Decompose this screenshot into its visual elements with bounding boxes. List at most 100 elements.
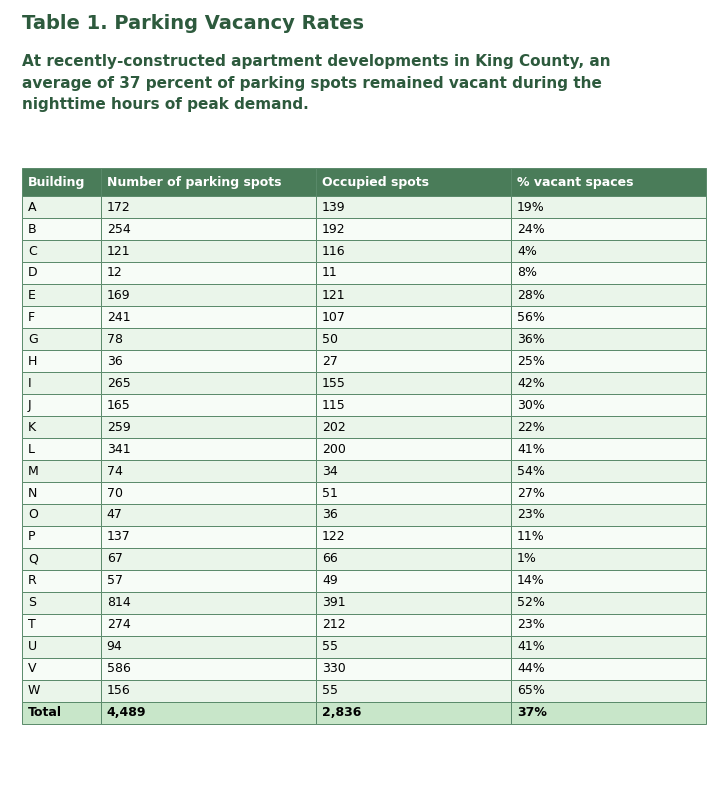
Text: 49: 49 bbox=[322, 574, 338, 588]
Bar bbox=[316, 350, 511, 372]
Bar bbox=[316, 328, 511, 350]
Bar bbox=[316, 658, 511, 680]
Bar bbox=[316, 306, 511, 328]
Bar bbox=[100, 240, 316, 262]
Bar bbox=[316, 614, 511, 636]
Text: 586: 586 bbox=[107, 663, 130, 675]
Text: 23%: 23% bbox=[517, 619, 545, 631]
Text: I: I bbox=[28, 377, 31, 389]
Bar bbox=[100, 614, 316, 636]
Bar bbox=[100, 592, 316, 614]
Text: 41%: 41% bbox=[517, 641, 545, 653]
Text: 121: 121 bbox=[322, 288, 346, 302]
Bar bbox=[316, 570, 511, 592]
Text: G: G bbox=[28, 333, 38, 345]
Text: 27%: 27% bbox=[517, 486, 545, 500]
Bar bbox=[316, 240, 511, 262]
Bar bbox=[511, 416, 706, 438]
Bar bbox=[511, 372, 706, 394]
Text: 27: 27 bbox=[322, 355, 338, 367]
Bar bbox=[22, 680, 100, 702]
Bar bbox=[22, 328, 100, 350]
Text: 28%: 28% bbox=[517, 288, 545, 302]
Bar bbox=[511, 680, 706, 702]
Text: 67: 67 bbox=[107, 552, 122, 566]
Text: 55: 55 bbox=[322, 641, 338, 653]
Bar bbox=[100, 658, 316, 680]
Text: 259: 259 bbox=[107, 421, 130, 433]
Bar bbox=[100, 284, 316, 306]
Text: Occupied spots: Occupied spots bbox=[322, 176, 429, 188]
Bar bbox=[22, 438, 100, 460]
Bar bbox=[22, 240, 100, 262]
Bar bbox=[316, 394, 511, 416]
Bar bbox=[511, 504, 706, 526]
Text: 66: 66 bbox=[322, 552, 338, 566]
Text: 122: 122 bbox=[322, 530, 346, 544]
Text: P: P bbox=[28, 530, 36, 544]
Text: 41%: 41% bbox=[517, 443, 545, 455]
Bar bbox=[22, 526, 100, 548]
Text: 44%: 44% bbox=[517, 663, 545, 675]
Bar bbox=[316, 636, 511, 658]
Bar bbox=[511, 350, 706, 372]
Bar bbox=[511, 394, 706, 416]
Text: D: D bbox=[28, 266, 38, 280]
Text: 37%: 37% bbox=[517, 707, 547, 719]
Text: 74: 74 bbox=[107, 464, 122, 478]
Text: W: W bbox=[28, 685, 40, 697]
Text: U: U bbox=[28, 641, 37, 653]
Bar bbox=[100, 306, 316, 328]
Bar bbox=[100, 262, 316, 284]
Text: O: O bbox=[28, 508, 38, 522]
Bar bbox=[511, 570, 706, 592]
Bar bbox=[316, 482, 511, 504]
Text: 121: 121 bbox=[107, 244, 130, 258]
Text: N: N bbox=[28, 486, 37, 500]
Bar bbox=[22, 570, 100, 592]
Bar bbox=[316, 702, 511, 724]
Text: 139: 139 bbox=[322, 200, 346, 214]
Text: 155: 155 bbox=[322, 377, 346, 389]
Text: 11: 11 bbox=[322, 266, 338, 280]
Bar bbox=[100, 482, 316, 504]
Bar bbox=[511, 438, 706, 460]
Text: 57: 57 bbox=[107, 574, 122, 588]
Bar bbox=[22, 636, 100, 658]
Text: J: J bbox=[28, 399, 31, 411]
Text: 254: 254 bbox=[107, 222, 130, 236]
Text: 391: 391 bbox=[322, 597, 346, 609]
Bar bbox=[316, 680, 511, 702]
Bar bbox=[316, 504, 511, 526]
Text: 165: 165 bbox=[107, 399, 130, 411]
Bar bbox=[511, 658, 706, 680]
Bar bbox=[511, 284, 706, 306]
Text: L: L bbox=[28, 443, 35, 455]
Text: E: E bbox=[28, 288, 36, 302]
Bar bbox=[22, 592, 100, 614]
Bar bbox=[22, 460, 100, 482]
Text: 274: 274 bbox=[107, 619, 130, 631]
Bar bbox=[22, 658, 100, 680]
Bar bbox=[511, 218, 706, 240]
Text: 814: 814 bbox=[107, 597, 130, 609]
Bar bbox=[100, 168, 316, 196]
Text: 52%: 52% bbox=[517, 597, 545, 609]
Text: R: R bbox=[28, 574, 36, 588]
Bar bbox=[22, 614, 100, 636]
Text: 212: 212 bbox=[322, 619, 346, 631]
Text: 19%: 19% bbox=[517, 200, 545, 214]
Bar bbox=[100, 438, 316, 460]
Bar bbox=[22, 482, 100, 504]
Bar bbox=[22, 196, 100, 218]
Bar bbox=[316, 372, 511, 394]
Bar bbox=[511, 240, 706, 262]
Text: 94: 94 bbox=[107, 641, 122, 653]
Text: 30%: 30% bbox=[517, 399, 545, 411]
Bar bbox=[100, 372, 316, 394]
Bar bbox=[511, 306, 706, 328]
Bar bbox=[100, 460, 316, 482]
Text: 36: 36 bbox=[107, 355, 122, 367]
Bar bbox=[22, 262, 100, 284]
Bar bbox=[511, 460, 706, 482]
